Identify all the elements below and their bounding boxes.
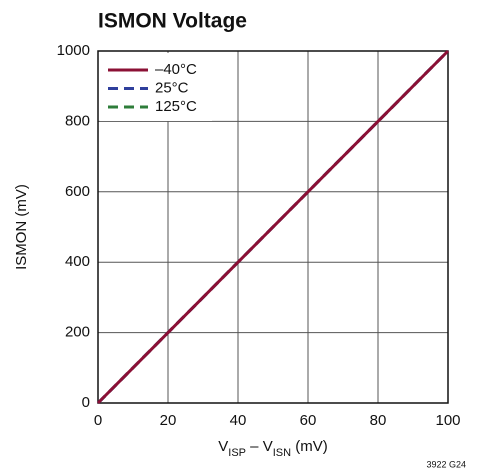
x-tick-label: 60 <box>300 412 317 429</box>
x-tick-label: 20 <box>160 412 177 429</box>
x-axis-label-part: – V <box>246 438 273 455</box>
footnote: 3922 G24 <box>426 459 466 469</box>
y-tick-label: 600 <box>65 183 90 200</box>
x-axis-label-part: ISN <box>273 447 291 459</box>
x-tick-label: 80 <box>370 412 387 429</box>
x-axis-label-part: ISP <box>228 447 246 459</box>
legend-label: 25°C <box>155 79 189 96</box>
x-tick-label: 100 <box>435 412 460 429</box>
x-axis-label: VISP – VISN (mV) <box>218 438 327 459</box>
y-tick-label: 1000 <box>57 42 90 59</box>
y-axis-label: ISMON (mV) <box>13 184 30 270</box>
legend-label: 125°C <box>155 98 197 115</box>
legend-box <box>100 53 212 121</box>
y-tick-label: 200 <box>65 324 90 341</box>
chart-title: ISMON Voltage <box>98 10 247 33</box>
y-tick-label: 800 <box>65 112 90 129</box>
x-tick-label: 40 <box>230 412 247 429</box>
legend-label: –40°C <box>155 61 197 78</box>
data-line <box>96 49 450 405</box>
plot-frame <box>97 50 449 404</box>
x-axis-label-part: V <box>218 438 228 455</box>
y-tick-label: 400 <box>65 253 90 270</box>
x-tick-label: 0 <box>94 412 102 429</box>
x-axis-label-part: (mV) <box>291 438 328 455</box>
y-tick-label: 0 <box>82 394 90 411</box>
